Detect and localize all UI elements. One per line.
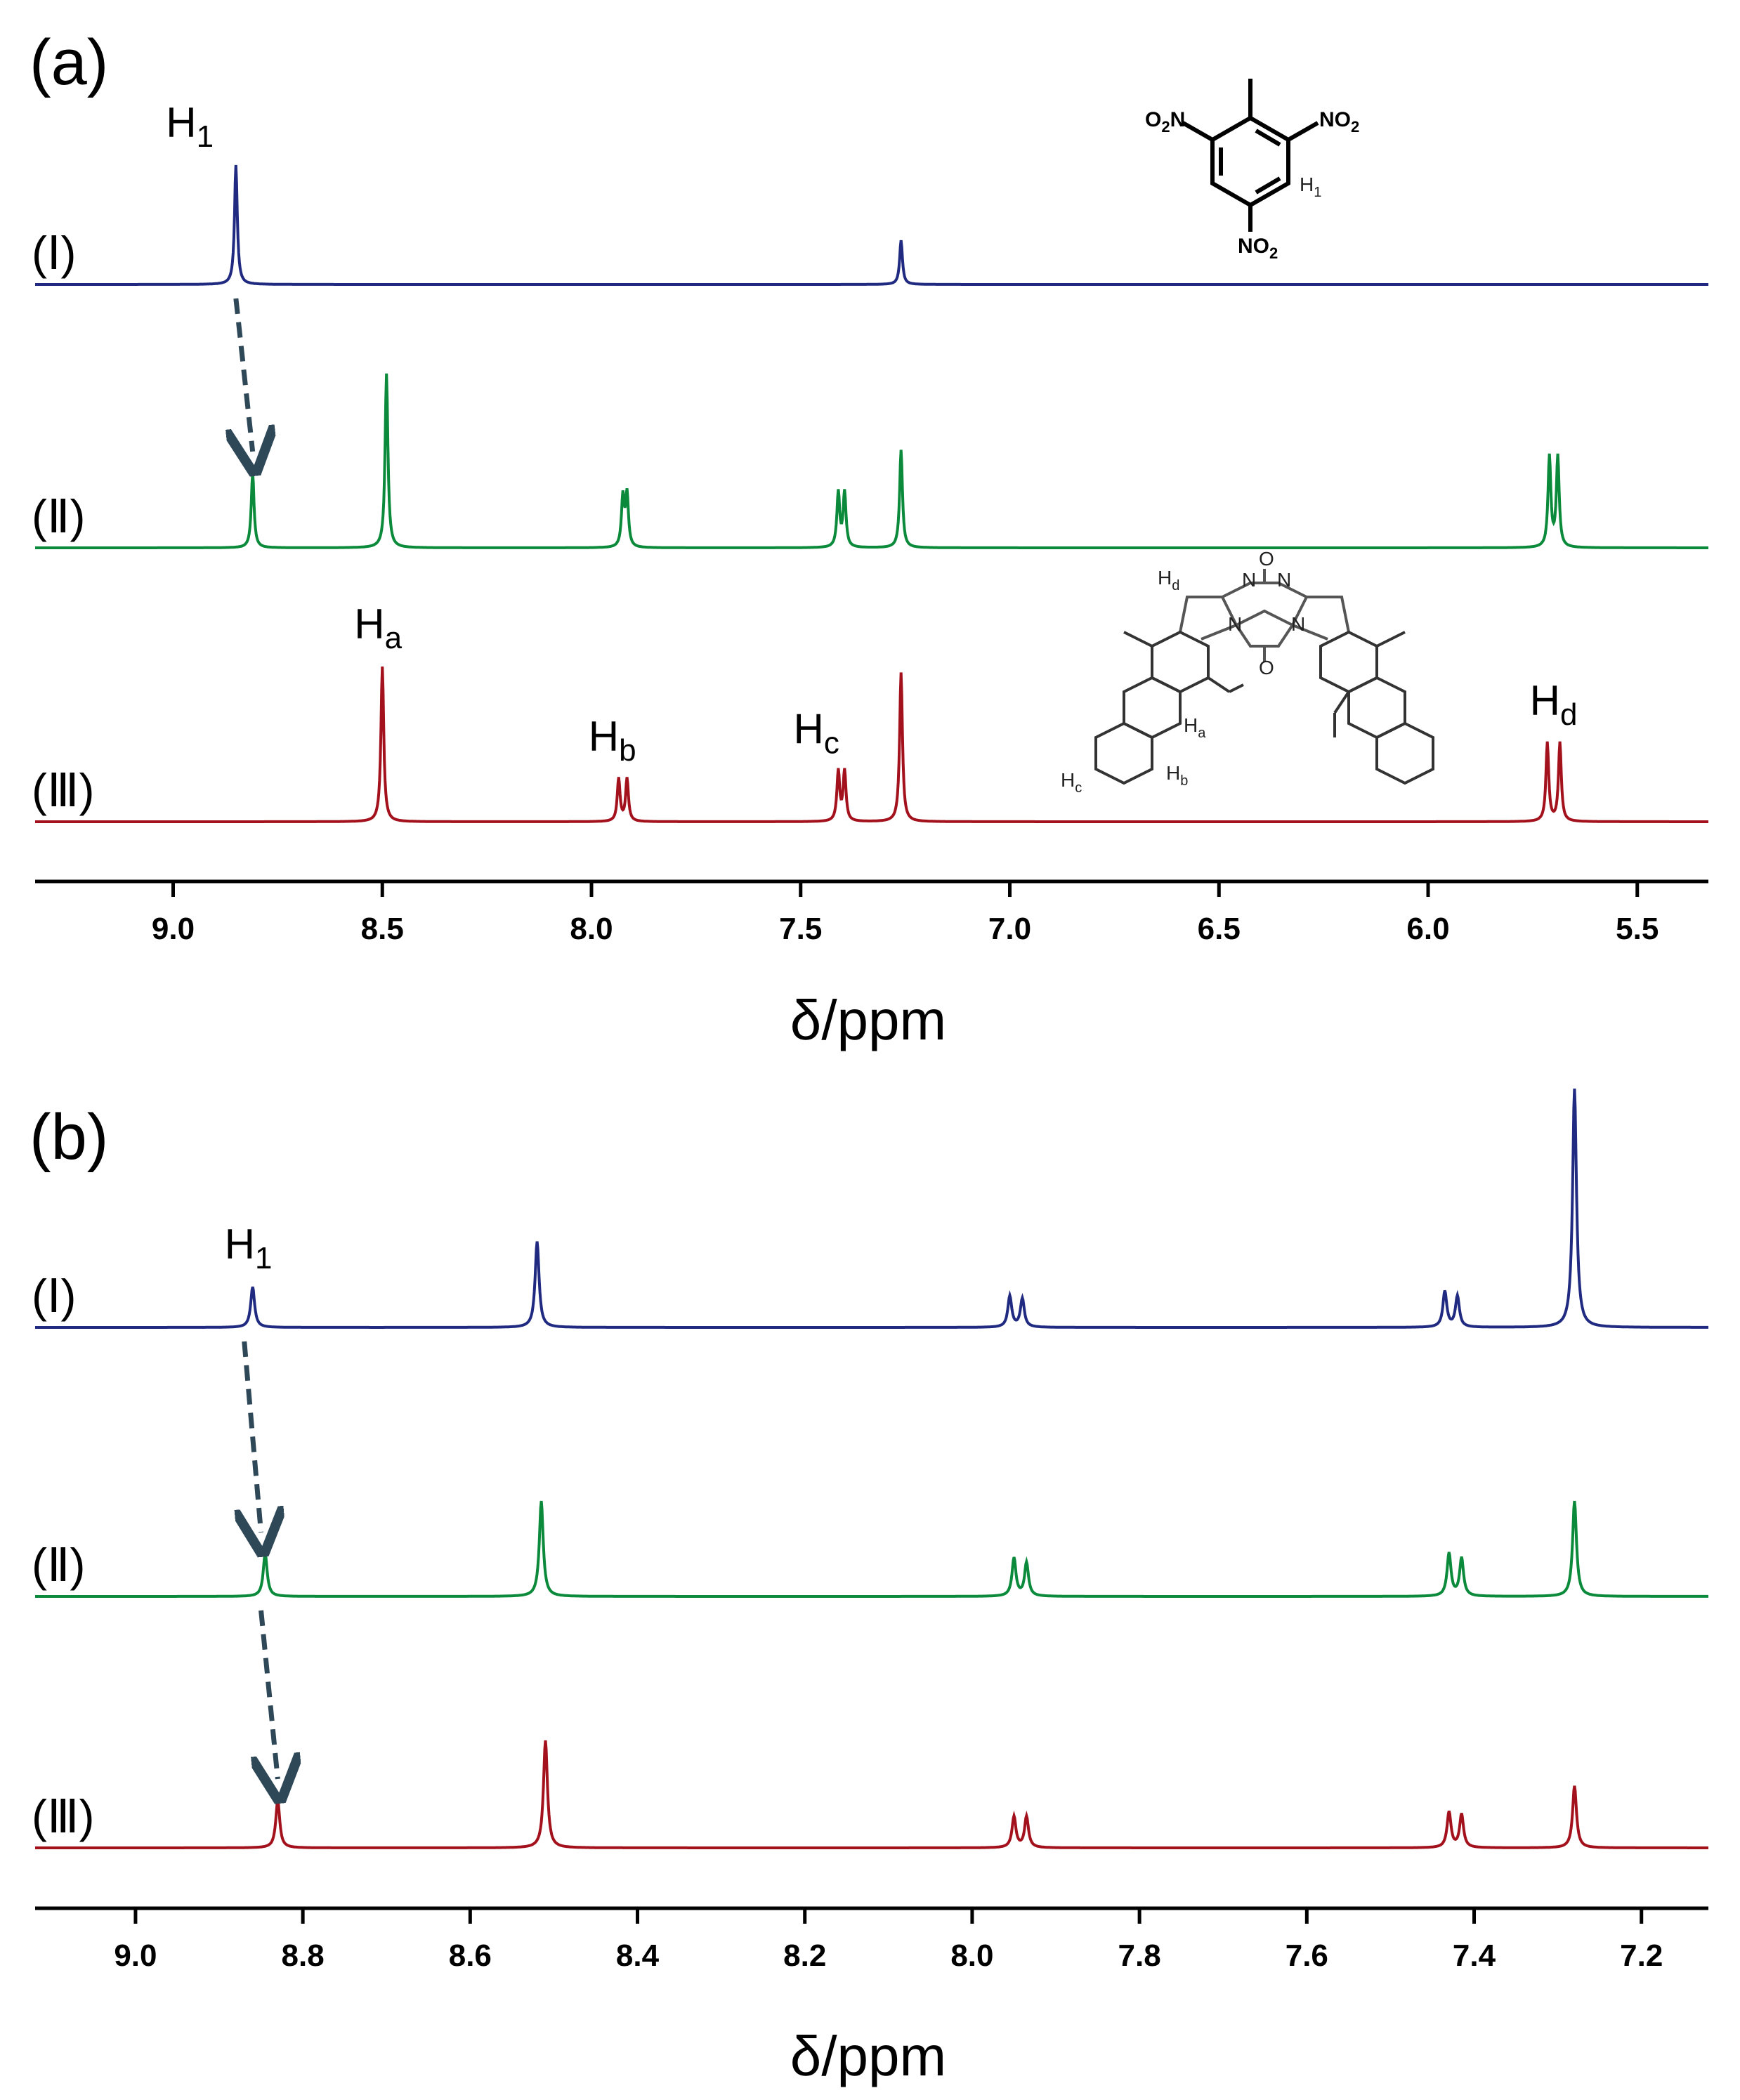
x-tick-label-b: 7.8 [1118, 1938, 1161, 1973]
spectrum-trace-a-2 [35, 373, 1708, 549]
trace-label-a-1: (Ⅰ) [32, 227, 76, 279]
shift-arrow-b-2 [261, 1610, 278, 1779]
tnt-bottom-nitro-label: NO2 [1238, 235, 1278, 262]
shift-arrow-b-1 [244, 1341, 261, 1533]
panel-b-x-ticks: 9.0 8.8 8.6 8.4 8.2 8.0 7.8 7.6 7.4 7.2 [114, 1908, 1663, 1973]
x-tick-label-b: 8.6 [449, 1938, 492, 1973]
spectrum-trace-b-2 [35, 1500, 1708, 1598]
peak-label-h1-b: H1 [225, 1221, 273, 1275]
spectrum-trace-a-1 [35, 164, 1708, 286]
spectrum-trace-b-3 [35, 1740, 1708, 1849]
panel-a-label: (a) [30, 27, 108, 98]
trace-label-a-2: (Ⅱ) [32, 490, 85, 542]
x-tick-label-a: 9.0 [152, 912, 195, 946]
tnt-right-nitro-label: NO2 [1319, 108, 1359, 136]
x-tick-label-b: 9.0 [114, 1938, 157, 1973]
panel-b-trace-labels: (Ⅰ) (Ⅱ) (Ⅲ) [32, 1270, 94, 1842]
peak-label-h1: H1 [166, 99, 214, 154]
tnt-left-nitro-label: O2N [1145, 108, 1185, 136]
peak-label-ha: Ha [354, 601, 402, 655]
peak-label-hd: Hd [1530, 677, 1578, 732]
x-tick-label-a: 7.5 [779, 912, 822, 946]
trace-label-b-1: (Ⅰ) [32, 1270, 76, 1322]
x-tick-label-a: 6.5 [1198, 912, 1241, 946]
x-tick-label-b: 7.2 [1620, 1938, 1663, 1973]
host-n-label-2: N [1277, 569, 1291, 591]
host-hd-label: Hd [1158, 567, 1179, 593]
x-tick-label-a: 6.0 [1406, 912, 1449, 946]
panel-a-trace-labels: (Ⅰ) (Ⅱ) (Ⅲ) [32, 227, 94, 816]
host-hb-label: Hb [1166, 762, 1188, 789]
panel-b-x-axis-title: δ/ppm [790, 2025, 946, 2087]
host-o-label-2: O [1259, 657, 1274, 678]
panel-b-traces [35, 1088, 1708, 1849]
host-structure-drawing: Hd Ha Hb Hc N N N N O O [1061, 548, 1434, 796]
x-tick-label-b: 8.0 [950, 1938, 993, 1973]
x-tick-label-b: 7.4 [1453, 1938, 1496, 1973]
panel-b-shift-arrows [244, 1341, 278, 1779]
tnt-h1-label: H1 [1300, 173, 1321, 200]
x-tick-label-b: 8.2 [783, 1938, 826, 1973]
peak-label-hb: Hb [589, 713, 636, 768]
trace-label-a-3: (Ⅲ) [32, 764, 94, 816]
x-tick-label-a: 7.0 [988, 912, 1031, 946]
panel-b-label: (b) [30, 1101, 108, 1173]
panel-a-spectrum: (a) (Ⅰ) (Ⅱ) (Ⅲ) H1 Ha Hb Hc Hd O2N NO2 NO2 [30, 27, 1708, 1051]
tnt-structure-drawing: O2N NO2 NO2 H1 [1145, 79, 1359, 262]
host-hc-label: Hc [1061, 769, 1082, 796]
panel-a-x-ticks: 9.0 8.5 8.0 7.5 7.0 6.5 6.0 5.5 [152, 881, 1659, 946]
x-tick-label-a: 8.5 [361, 912, 404, 946]
panel-a-shift-arrows [236, 298, 253, 452]
x-tick-label-a: 8.0 [570, 912, 613, 946]
spectrum-trace-b-1 [35, 1088, 1708, 1329]
host-n-label-3: N [1228, 613, 1242, 635]
host-n-label-4: N [1291, 613, 1305, 635]
shift-arrow-a-1 [236, 298, 253, 452]
panel-a-traces [35, 164, 1708, 823]
panel-a-x-axis-title: δ/ppm [790, 989, 946, 1051]
x-tick-label-b: 8.4 [616, 1938, 660, 1973]
host-o-label-1: O [1259, 548, 1274, 570]
trace-label-b-2: (Ⅱ) [32, 1539, 85, 1591]
x-tick-label-a: 5.5 [1616, 912, 1659, 946]
x-tick-label-b: 7.6 [1286, 1938, 1328, 1973]
host-n-label-1: N [1242, 569, 1256, 591]
panel-b-spectrum: (b) (Ⅰ) (Ⅱ) (Ⅲ) H1 9.0 8.8 8.6 8.4 8.2 8.0 7.8 7.… [30, 1088, 1708, 2087]
host-ha-label: Ha [1184, 714, 1206, 741]
peak-label-hc: Hc [794, 706, 839, 761]
x-tick-label-b: 8.8 [282, 1938, 325, 1973]
spectrum-trace-a-3 [35, 666, 1708, 823]
trace-label-b-3: (Ⅲ) [32, 1790, 94, 1842]
